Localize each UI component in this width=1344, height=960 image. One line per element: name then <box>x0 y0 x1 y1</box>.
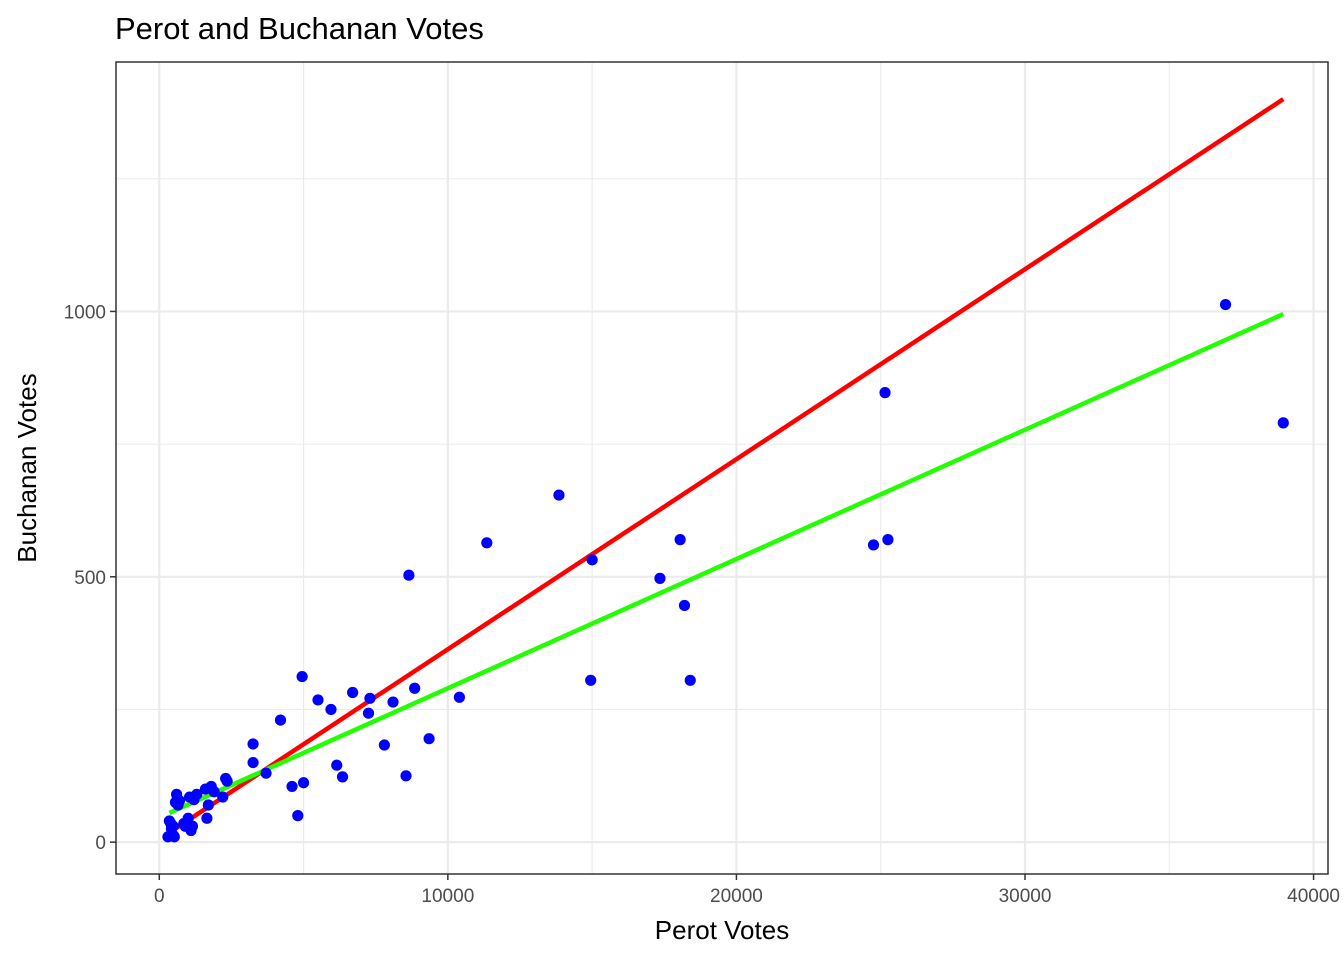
data-point <box>378 739 390 751</box>
data-point <box>274 714 287 726</box>
data-point <box>173 795 186 807</box>
y-tick-label: 1000 <box>64 302 106 323</box>
data-point <box>286 780 298 793</box>
data-point <box>1219 298 1232 311</box>
data-point <box>654 572 666 584</box>
chart-title: Perot and Buchanan Votes <box>115 11 484 46</box>
x-tick-label: 30000 <box>999 886 1052 907</box>
data-point <box>202 799 214 811</box>
data-point <box>336 771 349 783</box>
data-point <box>387 696 399 708</box>
data-point <box>481 537 493 549</box>
x-tick-label: 10000 <box>421 886 474 907</box>
data-point <box>453 691 465 703</box>
data-point <box>553 489 565 501</box>
data-point <box>208 786 220 798</box>
data-point <box>684 674 696 686</box>
data-point <box>331 759 343 771</box>
data-point <box>247 738 259 750</box>
data-point <box>674 534 686 546</box>
data-point <box>362 707 375 719</box>
data-point <box>312 694 324 706</box>
major-gridlines <box>116 62 1328 874</box>
data-point <box>325 703 337 716</box>
data-point <box>191 788 203 800</box>
data-point <box>403 569 415 581</box>
y-axis-label: Buchanan Votes <box>12 373 42 562</box>
data-point <box>364 692 376 704</box>
data-point <box>292 810 304 822</box>
data-point <box>347 686 359 699</box>
x-tick-label: 0 <box>154 886 165 907</box>
data-point <box>423 733 435 745</box>
data-point <box>217 791 229 803</box>
x-axis-label: Perot Votes <box>655 915 789 945</box>
trend-line-2 <box>168 312 1285 816</box>
data-point <box>247 756 259 769</box>
data-point <box>186 820 199 832</box>
y-tick-label: 0 <box>95 833 106 854</box>
data-point <box>201 812 213 824</box>
plot-panel-border <box>115 61 1329 875</box>
y-axis-ticks: 0 500 1000 <box>64 302 116 854</box>
minor-gridlines <box>116 62 1328 874</box>
data-point <box>260 767 272 779</box>
data-point <box>167 820 179 832</box>
y-tick-label: 500 <box>74 568 106 589</box>
trend-lines <box>168 97 1285 835</box>
data-point <box>879 387 891 399</box>
trend-line-1 <box>168 97 1285 835</box>
data-point <box>409 682 421 694</box>
data-point <box>296 670 308 683</box>
data-point <box>297 777 310 789</box>
data-point <box>585 674 597 686</box>
data-points <box>162 298 1289 843</box>
data-point <box>221 775 233 787</box>
data-point <box>867 539 880 551</box>
x-tick-label: 20000 <box>710 886 763 907</box>
data-point <box>400 770 412 782</box>
data-point <box>168 831 180 843</box>
x-axis-ticks: 0 10000 20000 30000 40000 <box>154 874 1340 907</box>
data-point <box>882 534 894 546</box>
data-point <box>678 599 691 612</box>
data-point <box>1277 417 1289 429</box>
data-point <box>586 554 598 566</box>
x-tick-label: 40000 <box>1287 886 1340 907</box>
